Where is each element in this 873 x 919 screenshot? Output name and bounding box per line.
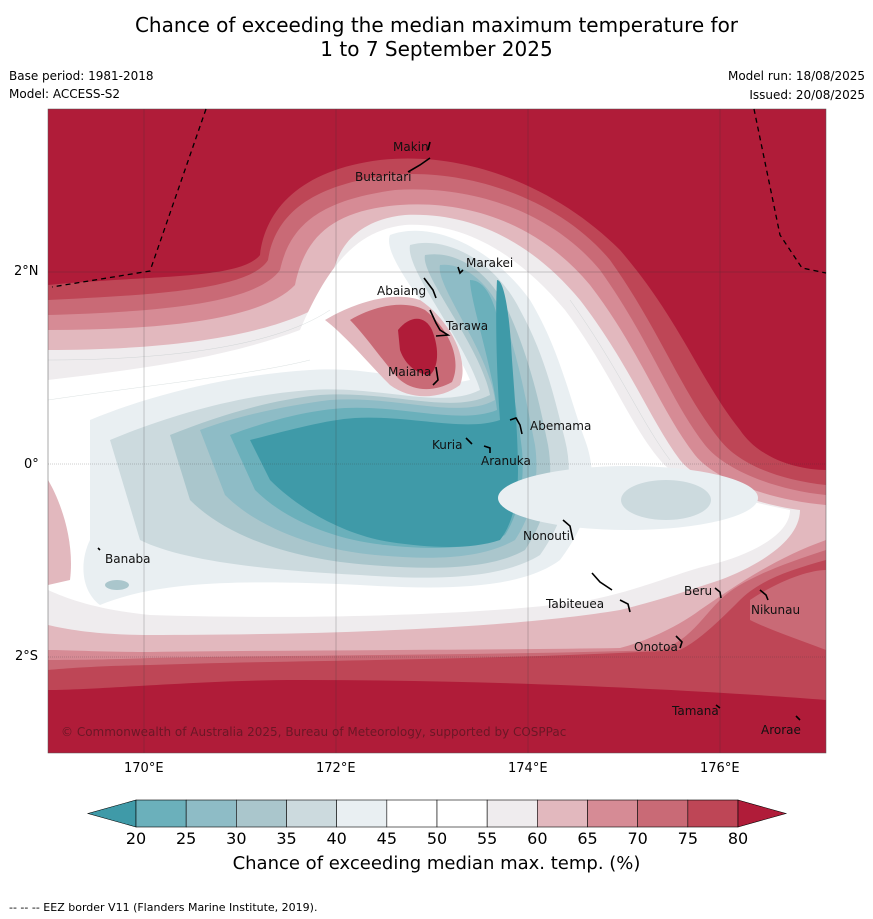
place-aranuka: Aranuka xyxy=(481,454,531,468)
colorbar-low-arrow xyxy=(86,799,137,828)
place-nonouti: Nonouti xyxy=(523,529,570,543)
y-tick-0: 0° xyxy=(24,457,39,472)
colorbar-segment xyxy=(135,799,187,828)
colorbar-segment xyxy=(486,799,538,828)
base-period: Base period: 1981-2018 xyxy=(9,69,154,83)
place-kuria: Kuria xyxy=(432,438,463,452)
colorbar-segment xyxy=(537,799,588,828)
colorbar-segment xyxy=(286,799,337,828)
colorbar-segment xyxy=(436,799,488,828)
title-line-2: 1 to 7 September 2025 xyxy=(320,37,553,61)
map-shading xyxy=(48,109,826,753)
colorbar-segment xyxy=(185,799,237,828)
colorbar-tick: 80 xyxy=(727,829,749,848)
colorbar-segment xyxy=(336,799,388,828)
colorbar-label: Chance of exceeding median max. temp. (%… xyxy=(232,853,641,874)
x-tick-170e: 170°E xyxy=(124,761,164,776)
model-run: Model run: 18/08/2025 xyxy=(727,69,865,83)
colorbar-segment xyxy=(386,799,438,828)
colorbar-tick: 20 xyxy=(125,829,147,848)
colorbar-tick: 35 xyxy=(276,829,297,848)
place-labels: Makin Butaritari Marakei Abaiang Tarawa … xyxy=(105,140,801,737)
colorbar-tick: 65 xyxy=(577,829,598,848)
colorbar-segment xyxy=(687,799,739,828)
colorbar-high-arrow xyxy=(737,799,788,828)
place-makin: Makin xyxy=(393,140,429,154)
y-tick-2n: 2°N xyxy=(14,264,39,279)
place-banaba: Banaba xyxy=(105,552,151,566)
colorbar-segment xyxy=(236,799,287,828)
islands xyxy=(97,141,801,721)
place-marakei: Marakei xyxy=(466,256,513,270)
colorbar-tick: 40 xyxy=(326,829,347,848)
colorbar-tick: 70 xyxy=(627,829,648,848)
place-beru: Beru xyxy=(684,584,712,598)
colorbar-tick: 75 xyxy=(677,829,698,848)
colorbar-segment xyxy=(587,799,638,828)
x-tick-174e: 174°E xyxy=(508,761,548,776)
place-tabiteuea: Tabiteuea xyxy=(545,597,604,611)
place-maiana: Maiana xyxy=(388,365,431,379)
place-onotoa: Onotoa xyxy=(634,640,678,654)
x-tick-172e: 172°E xyxy=(316,761,356,776)
colorbar-tick: 50 xyxy=(426,829,448,848)
model-name: Model: ACCESS-S2 xyxy=(9,87,121,101)
colorbar xyxy=(86,799,788,828)
place-tamana: Tamana xyxy=(671,704,719,718)
y-tick-2s: 2°S xyxy=(15,649,39,664)
place-nikunau: Nikunau xyxy=(751,603,800,617)
colorbar-tick: 55 xyxy=(476,829,498,848)
eez-footer-note: -- -- -- EEZ border V11 (Flanders Marine… xyxy=(9,901,318,914)
place-arorae: Arorae xyxy=(761,723,801,737)
colorbar-tick: 45 xyxy=(376,829,397,848)
place-butaritari: Butaritari xyxy=(355,170,412,184)
place-abaiang: Abaiang xyxy=(377,284,426,298)
gridlines xyxy=(48,109,826,753)
x-tick-176e: 176°E xyxy=(700,761,740,776)
colorbar-segment xyxy=(637,799,689,828)
colorbar-tick: 30 xyxy=(226,829,247,848)
colorbar-tick: 25 xyxy=(175,829,197,848)
title-line-1: Chance of exceeding the median maximum t… xyxy=(134,13,739,37)
eez-border xyxy=(51,108,827,288)
place-tarawa: Tarawa xyxy=(445,319,488,333)
place-abemama: Abemama xyxy=(530,419,591,433)
copyright-notice: © Commonwealth of Australia 2025, Bureau… xyxy=(61,725,566,739)
issued-date: Issued: 20/08/2025 xyxy=(749,88,865,102)
colorbar-tick: 60 xyxy=(527,829,548,848)
